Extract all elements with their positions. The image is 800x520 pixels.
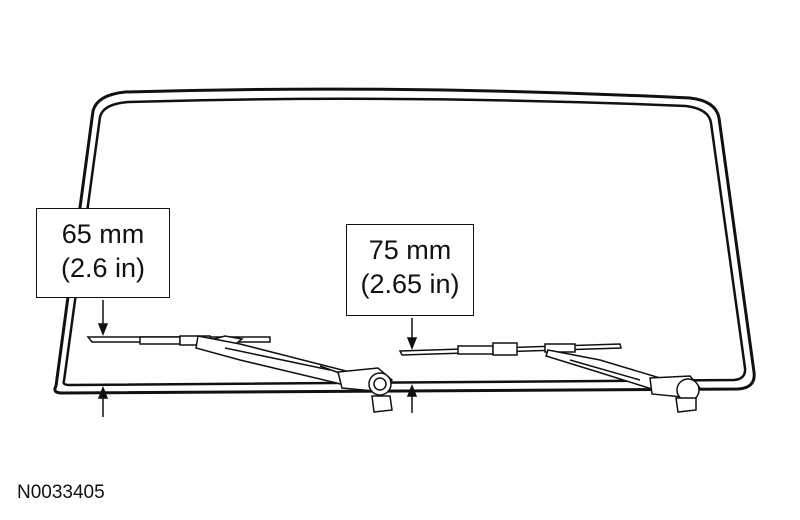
right-measurement-imperial: (2.65 in) [360,269,460,299]
left-wiper [86,335,393,413]
right-dimension-arrows [406,318,418,413]
right-measurement-label: 75 mm (2.65 in) [346,224,474,316]
right-wiper [398,342,701,413]
left-dimension-arrows [97,300,109,417]
windshield-outer-frame [53,87,756,395]
left-measurement-label: 65 mm (2.6 in) [36,208,170,298]
figure-id: N0033405 [17,482,105,503]
left-measurement-metric: 65 mm [61,219,145,249]
left-measurement-imperial: (2.6 in) [60,253,146,283]
right-measurement-metric: 75 mm [368,235,452,265]
windshield-inner-frame [62,97,747,387]
